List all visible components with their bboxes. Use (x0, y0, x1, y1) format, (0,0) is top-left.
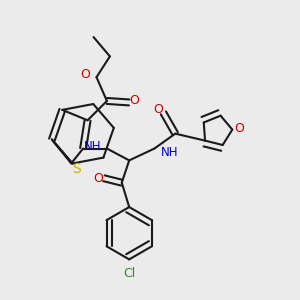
Text: NH: NH (83, 140, 101, 153)
Text: O: O (94, 172, 103, 185)
Text: O: O (153, 103, 163, 116)
Text: Cl: Cl (123, 267, 135, 280)
Text: O: O (234, 122, 244, 135)
Text: S: S (72, 162, 81, 176)
Text: O: O (130, 94, 140, 107)
Text: O: O (81, 68, 91, 81)
Text: NH: NH (161, 146, 178, 159)
